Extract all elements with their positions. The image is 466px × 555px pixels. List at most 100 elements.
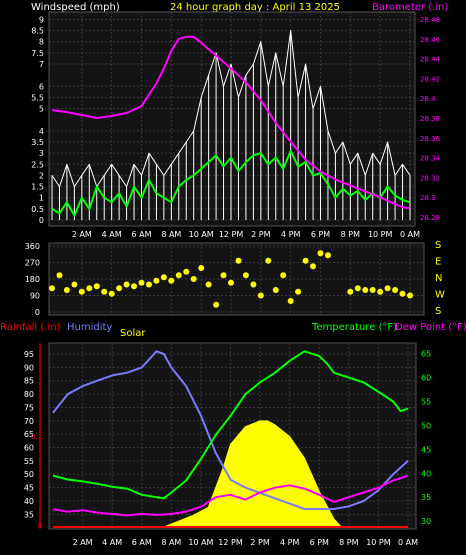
barometer-tick-label: 28.34 <box>420 155 441 163</box>
temp-tick-label: 35 <box>421 493 431 502</box>
direction-point <box>86 285 93 292</box>
direction-point <box>325 252 331 259</box>
direction-point <box>377 288 384 295</box>
barometer-tick-label: 28.36 <box>420 135 441 143</box>
direction-y-tick-label: 270 <box>25 259 40 268</box>
wind-x-tick-label: 12 PM <box>219 230 244 239</box>
humidity-tick-label: 65 <box>24 430 34 439</box>
humidity-tick-label: 55 <box>24 457 34 466</box>
direction-point <box>116 285 123 292</box>
direction-point <box>168 277 175 284</box>
wind-x-tick-label: 2 PM <box>251 230 270 239</box>
direction-point <box>220 272 227 279</box>
wind-y-tick-label: 7 <box>39 60 44 69</box>
temp-tick-label: 60 <box>421 374 431 383</box>
graph-title: 24 hour graph day : April 13 2025 <box>170 2 340 13</box>
wind-y-axis: 0 0.5 1 1.5 2 2.5 3 3.5 4 5 5.5 6 7 7.5 8 8.5 9 <box>31 15 44 225</box>
humidity-y-axis: 35 40 45 50 55 60 65 70 75 80 85 90 95 <box>24 350 34 519</box>
direction-series <box>49 250 413 308</box>
humidity-tick-label: 45 <box>24 484 34 493</box>
wind-plot-area <box>48 11 416 227</box>
wind-x-tick-label: 6 PM <box>311 230 330 239</box>
wind-y-tick-label: 1.5 <box>31 183 44 192</box>
wind-avg-line <box>51 149 411 217</box>
dewpoint-label: Dew Point (°F) <box>395 322 466 333</box>
dewpoint-line <box>52 474 409 517</box>
direction-point <box>71 281 78 288</box>
wind-series <box>51 30 411 220</box>
temp-x-tick-label: 2 PM <box>250 538 269 547</box>
direction-point <box>317 250 324 257</box>
barometer-y-axis: 28.28 28.3 28.32 28.34 28.36 28.38 28.4 28.42 28… <box>420 16 441 222</box>
direction-point <box>354 285 361 292</box>
rain-y-axis: 00.1 <box>31 343 42 530</box>
temp-x-axis: 2 AM 4 AM 6 AM 8 AM 10 AM 12 PM 2 PM 4 PM 6 PM 8 … <box>73 538 419 547</box>
direction-point <box>369 287 376 293</box>
direction-point <box>146 281 152 288</box>
humidity-tick-label: 90 <box>24 363 34 372</box>
compass-label: N <box>435 273 442 284</box>
direction-point <box>93 283 100 290</box>
direction-point <box>160 274 167 281</box>
temperature-line <box>52 350 409 500</box>
wind-x-tick-label: 4 AM <box>102 230 122 239</box>
wind-y-tick-label: 2 <box>39 171 44 180</box>
wind-y-tick-label: 0.5 <box>31 205 44 214</box>
windspeed-title: Windspeed (mph) <box>31 2 120 13</box>
humidity-line <box>52 350 409 510</box>
temp-x-tick-label: 12 PM <box>218 538 243 547</box>
temp-tick-label: 30 <box>421 517 431 526</box>
wind-y-tick-label: 8.5 <box>31 27 44 36</box>
temp-tick-label: 50 <box>421 421 431 430</box>
wind-y-tick-label: 9 <box>39 15 44 24</box>
direction-point <box>205 281 212 288</box>
barometer-tick-label: 28.38 <box>420 115 440 123</box>
barometer-tick-label: 28.28 <box>420 214 440 222</box>
direction-point <box>123 281 130 288</box>
wind-y-tick-label: 2.5 <box>31 160 44 169</box>
wind-y-tick-label: 5 <box>39 105 44 114</box>
wind-x-tick-label: 10 PM <box>368 230 393 239</box>
wind-x-tick-label: 8 AM <box>161 230 181 239</box>
direction-y-tick-label: 360 <box>25 242 40 251</box>
barometer-tick-label: 28.42 <box>420 75 440 83</box>
temp-x-tick-label: 4 AM <box>102 538 122 547</box>
wind-y-tick-label: 3.5 <box>31 138 44 147</box>
wind-x-tick-label: 0 AM <box>400 230 420 239</box>
temp-x-tick-label: 2 AM <box>73 538 93 547</box>
barometer-tick-label: 28.48 <box>420 16 440 24</box>
wind-x-axis: 2 AM 4 AM 6 AM 8 AM 10 AM 12 PM 2 PM 4 PM 6 PM 8 … <box>72 230 420 239</box>
direction-point <box>347 288 354 295</box>
wind-x-tick-label: 8 PM <box>341 230 360 239</box>
humidity-tick-label: 80 <box>24 390 34 399</box>
direction-point <box>295 288 302 295</box>
temp-tick-label: 55 <box>421 398 431 407</box>
direction-point <box>108 290 115 297</box>
direction-point <box>384 285 391 292</box>
direction-point <box>49 285 55 292</box>
barometer-tick-label: 28.3 <box>420 194 436 202</box>
direction-point <box>228 279 234 286</box>
rainfall-label: Rainfall (.in) <box>0 322 61 333</box>
temp-x-tick-label: 8 PM <box>339 538 358 547</box>
wind-y-tick-label: 4 <box>39 127 44 136</box>
direction-point <box>138 279 145 286</box>
compass-label: W <box>435 290 445 301</box>
compass-label: S <box>435 306 441 317</box>
direction-point <box>63 287 70 293</box>
direction-y-tick-label: 90 <box>30 292 40 301</box>
direction-point <box>287 298 294 304</box>
wind-y-tick-label: 8 <box>39 38 44 47</box>
temp-x-tick-label: 8 AM <box>161 538 181 547</box>
wind-y-tick-label: 6 <box>39 82 44 91</box>
humidity-tick-label: 35 <box>24 510 34 519</box>
humidity-tick-label: 60 <box>24 444 34 453</box>
humidity-tick-label: 40 <box>24 497 34 506</box>
temp-y-axis: 30 35 40 45 50 55 60 65 <box>421 350 431 527</box>
direction-point <box>242 272 249 279</box>
wind-y-tick-label: 5.5 <box>31 93 44 102</box>
temp-x-tick-label: 10 PM <box>366 538 391 547</box>
direction-point <box>265 257 272 264</box>
